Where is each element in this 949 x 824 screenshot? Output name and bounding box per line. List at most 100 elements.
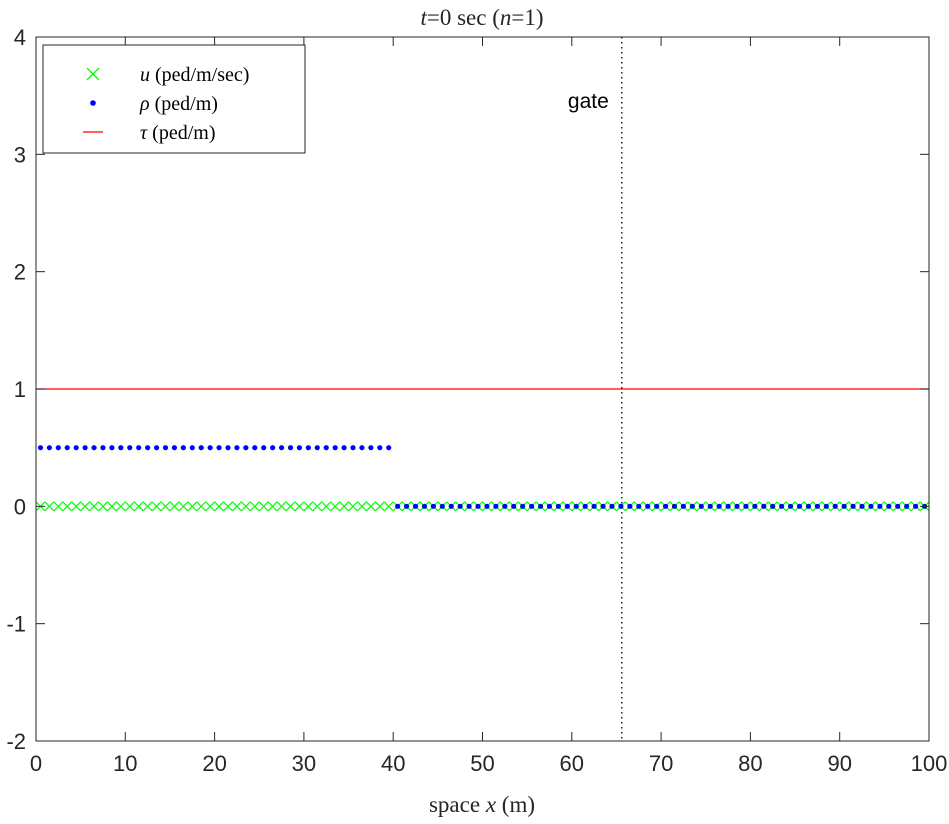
series-0-point <box>294 501 305 512</box>
x-tick-label: 20 <box>202 751 226 776</box>
series-0-point-stroke-b <box>160 501 171 512</box>
series-0-point <box>383 501 394 512</box>
series-1-point <box>636 503 642 509</box>
series-0-point-stroke-b <box>205 501 216 512</box>
chart-title: t=0 sec (n=1) <box>420 5 543 30</box>
series-1-point <box>118 445 124 451</box>
series-1-point <box>386 445 392 451</box>
series-1-point <box>886 503 892 509</box>
series-1-point <box>189 445 195 451</box>
series-1-point <box>466 503 472 509</box>
y-tick-label: 1 <box>14 377 26 402</box>
series-0-point <box>133 501 144 512</box>
series-1-point <box>493 503 499 509</box>
series-0-point <box>62 501 73 512</box>
series-0-point <box>285 501 296 512</box>
series-1-point <box>421 503 428 509</box>
series-0-point-stroke-b <box>178 501 189 512</box>
series-1-point <box>743 503 749 509</box>
series-1-point <box>877 503 883 509</box>
legend-entry-0: u (ped/m/sec) <box>86 64 249 86</box>
series-0-point-stroke-b <box>187 501 198 512</box>
x-tick-label: 0 <box>30 751 42 776</box>
series-0-point-stroke-b <box>267 501 278 512</box>
series-0-point-stroke-b <box>142 501 153 512</box>
series-0-point-stroke-b <box>98 501 108 512</box>
gate-label: gate <box>568 90 609 113</box>
series-0-point-stroke-b <box>339 501 350 512</box>
series-1-point <box>171 445 178 451</box>
series-0-point-stroke-b <box>383 501 394 512</box>
legend-swatch <box>90 100 96 106</box>
series-1-point <box>332 445 338 451</box>
series-0-point <box>249 501 260 512</box>
legend-swatch-stroke-b <box>86 67 100 81</box>
series-1-point <box>582 503 588 509</box>
series-1-point <box>707 503 713 509</box>
series-0-point <box>98 501 108 512</box>
series-1-point <box>698 503 704 509</box>
series-1-point <box>832 503 838 509</box>
series-0-point-stroke-b <box>294 501 305 512</box>
series-0-point <box>53 501 64 512</box>
series-1-point <box>270 445 276 451</box>
series-1-point <box>680 503 687 509</box>
legend-label: τ (ped/m) <box>140 122 215 144</box>
series-1-point <box>323 445 329 451</box>
series-1-point <box>234 445 240 451</box>
series-1-point <box>814 503 820 509</box>
series-0-point <box>365 501 376 512</box>
series-0-point <box>303 501 314 512</box>
series-1-point <box>609 503 615 509</box>
series-1-point <box>207 445 213 451</box>
series-0-point-stroke-b <box>169 501 180 512</box>
series-1-point <box>305 445 311 451</box>
x-tick-label: 90 <box>827 751 851 776</box>
x-tick-label: 100 <box>911 751 948 776</box>
series-layer <box>35 388 930 512</box>
series-1-point <box>73 445 79 451</box>
series-1-point <box>564 503 570 509</box>
legend: u (ped/m/sec) ρ (ped/m) τ (ped/m) <box>42 44 306 154</box>
series-0-point <box>267 501 278 512</box>
series-1-point <box>136 445 142 451</box>
y-tick-label: 3 <box>14 142 26 167</box>
series-0-point <box>178 501 189 512</box>
series-1-point <box>502 503 508 509</box>
x-tick-label: 60 <box>560 751 584 776</box>
series-1-point <box>100 445 106 451</box>
series-1-point <box>573 503 579 509</box>
series-1-point <box>600 503 606 509</box>
series-1-point <box>439 503 445 509</box>
series-1-point <box>448 503 454 509</box>
series-0-point <box>142 501 153 512</box>
series-1-point <box>796 503 803 509</box>
legend-entry-1: ρ (ped/m) <box>90 93 218 115</box>
annotation-layer: gate <box>568 37 623 741</box>
series-1-point <box>841 503 847 509</box>
series-0-point-stroke-b <box>80 501 91 512</box>
series-1-point <box>913 503 919 509</box>
series-1-point <box>145 445 151 451</box>
y-tick-label: 4 <box>14 25 26 50</box>
series-1-point <box>805 503 812 509</box>
series-1-point <box>823 503 829 509</box>
series-0-point-stroke-b <box>53 501 64 512</box>
series-1-point <box>511 503 517 509</box>
series-1-point <box>91 445 97 451</box>
series-1-point <box>627 503 633 509</box>
series-0-point <box>71 501 82 512</box>
series-1-point <box>162 445 169 451</box>
series-0-point-stroke-b <box>285 501 296 512</box>
series-1-point <box>555 503 562 509</box>
series-0-point-stroke-b <box>71 501 82 512</box>
series-1-point <box>761 503 767 509</box>
series-1-point <box>55 445 61 451</box>
series-1-point <box>716 503 722 509</box>
series-1-point <box>403 503 410 509</box>
series-1-point <box>377 445 383 451</box>
legend-label: u (ped/m/sec) <box>140 64 249 86</box>
series-0-point <box>115 501 126 512</box>
series-1-point <box>243 445 249 451</box>
